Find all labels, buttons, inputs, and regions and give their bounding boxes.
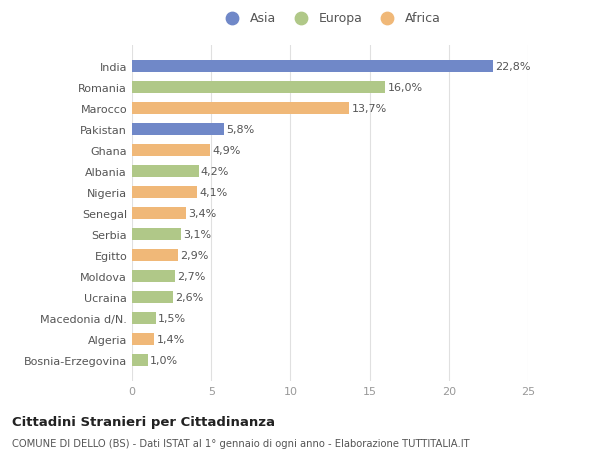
Bar (132, 313, 156, 324)
Bar (132, 207, 186, 219)
Text: 16,0%: 16,0% (388, 83, 423, 93)
Bar (132, 187, 197, 198)
Text: 2,9%: 2,9% (181, 250, 209, 260)
Bar (132, 103, 349, 114)
Text: 22,8%: 22,8% (496, 62, 531, 72)
Text: 1,5%: 1,5% (158, 313, 186, 323)
Text: 4,2%: 4,2% (201, 167, 229, 177)
Text: 3,1%: 3,1% (184, 230, 212, 239)
Text: 13,7%: 13,7% (352, 104, 386, 114)
Text: 4,9%: 4,9% (212, 146, 241, 156)
Bar (132, 250, 178, 261)
Bar (132, 333, 154, 345)
Text: Cittadini Stranieri per Cittadinanza: Cittadini Stranieri per Cittadinanza (12, 415, 275, 428)
Bar (132, 145, 209, 157)
Text: 2,6%: 2,6% (176, 292, 204, 302)
Bar (132, 229, 181, 240)
Text: 3,4%: 3,4% (188, 208, 217, 218)
Bar (132, 270, 175, 282)
Bar (132, 291, 173, 303)
Text: 1,4%: 1,4% (157, 334, 185, 344)
Text: COMUNE DI DELLO (BS) - Dati ISTAT al 1° gennaio di ogni anno - Elaborazione TUTT: COMUNE DI DELLO (BS) - Dati ISTAT al 1° … (12, 438, 470, 448)
Legend: Asia, Europa, Africa: Asia, Europa, Africa (220, 12, 440, 25)
Text: 4,1%: 4,1% (199, 188, 227, 197)
Text: 1,0%: 1,0% (150, 355, 178, 365)
Bar (132, 82, 385, 94)
Bar (132, 166, 199, 177)
Text: 2,7%: 2,7% (177, 271, 206, 281)
Text: 5,8%: 5,8% (226, 125, 254, 134)
Bar (132, 61, 493, 73)
Bar (132, 124, 224, 135)
Bar (132, 354, 148, 366)
